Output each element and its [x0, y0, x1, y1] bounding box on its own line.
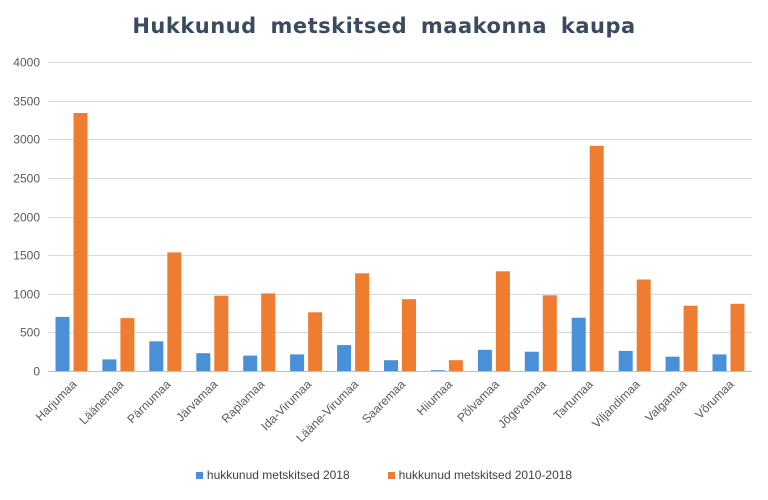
bar-2-Viljandimaa	[636, 279, 651, 371]
bar-1-Pärnumaa	[149, 341, 164, 371]
x-tick-label: Läänemaa	[77, 377, 127, 427]
bar-2-Saaremaa	[402, 299, 416, 371]
y-tick-label: 3000	[13, 133, 40, 147]
x-tick-label: Põlvamaa	[454, 377, 502, 425]
x-tick-label: Viljandimaa	[589, 377, 643, 431]
bar-1-Ida-Virumaa	[290, 354, 305, 371]
y-axis-ticks: 0 500 1000 1500 2000 2500 3000 3500 4000	[13, 56, 40, 379]
bar-2-Hiiumaa	[448, 360, 463, 371]
y-tick-label: 1500	[13, 249, 40, 263]
bar-1-Võrumaa	[712, 354, 727, 371]
gridlines	[48, 62, 752, 372]
x-tick-label: Järvamaa	[173, 377, 220, 424]
bar-2-Pärnumaa	[167, 252, 182, 371]
legend-label-series-2: hukkunud metskitsed 2010-2018	[398, 468, 573, 482]
y-tick-label: 0	[33, 365, 40, 379]
bar-2-Lääne-Virumaa	[355, 273, 370, 371]
y-tick-label: 500	[20, 326, 40, 340]
x-tick-label: Jõgevamaa	[495, 377, 549, 431]
bar-2-Põlvamaa	[495, 271, 510, 371]
bar-2-Ida-Virumaa	[308, 312, 323, 371]
bar-1-Saaremaa	[384, 360, 398, 371]
bar-1-Järvamaa	[196, 353, 211, 371]
bar-1-Tartumaa	[571, 317, 586, 371]
bar-2-Tartumaa	[589, 145, 604, 371]
bar-1-Lääne-Virumaa	[337, 345, 352, 371]
x-tick-label: Pärnumaa	[124, 377, 173, 426]
bar-2-Võrumaa	[730, 303, 745, 371]
x-tick-label: Hiiumaa	[414, 377, 455, 418]
bar-1-Läänemaa	[102, 359, 117, 371]
y-tick-label: 1000	[13, 288, 40, 302]
legend-swatch-series-1	[195, 471, 203, 479]
x-tick-label: Harjumaa	[33, 377, 80, 424]
bar-2-Jõgevamaa	[542, 295, 557, 371]
legend-item-series-1: hukkunud metskitsed 2018	[195, 468, 350, 482]
x-tick-label: Raplamaa	[219, 377, 268, 426]
bar-2-Järvamaa	[214, 295, 229, 371]
bar-1-Põlvamaa	[477, 349, 492, 371]
legend-label-series-1: hukkunud metskitsed 2018	[206, 468, 350, 482]
bar-2-Läänemaa	[120, 318, 135, 371]
bar-1-Jõgevamaa	[524, 351, 539, 371]
legend-item-series-2: hukkunud metskitsed 2010-2018	[387, 468, 573, 482]
legend-swatch-series-2	[387, 471, 395, 479]
bars	[55, 113, 745, 371]
bar-1-Harjumaa	[55, 316, 70, 371]
bar-1-Valgamaa	[665, 356, 680, 371]
x-tick-label: Saaremaa	[359, 377, 408, 426]
y-tick-label: 4000	[13, 56, 40, 70]
y-tick-label: 3500	[13, 95, 40, 109]
legend: hukkunud metskitsed 2018 hukkunud metski…	[0, 468, 768, 482]
chart-title: Hukkunud metskitsed maakonna kaupa	[132, 14, 636, 38]
bar-2-Harjumaa	[73, 113, 88, 371]
y-tick-label: 2500	[13, 172, 40, 186]
bar-1-Raplamaa	[243, 355, 258, 371]
bar-2-Valgamaa	[683, 305, 698, 371]
bar-1-Hiiumaa	[430, 370, 445, 371]
y-tick-label: 2000	[13, 211, 40, 225]
bar-1-Viljandimaa	[618, 350, 633, 371]
x-tick-label: Võrumaa	[692, 377, 737, 422]
bar-2-Raplamaa	[261, 293, 276, 371]
x-tick-label: Tartumaa	[551, 377, 597, 423]
x-tick-label: Valgamaa	[642, 377, 690, 425]
